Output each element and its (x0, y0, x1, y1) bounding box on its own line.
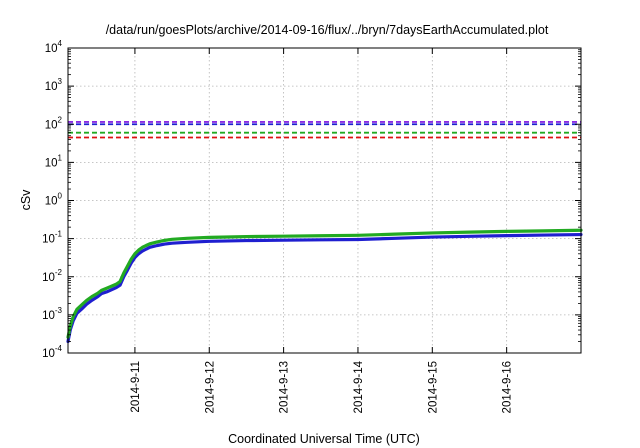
y-tick-label: 10-4 (42, 344, 62, 360)
grid (68, 48, 581, 353)
series-lines (66, 228, 583, 344)
y-tick-label: 101 (45, 153, 63, 169)
x-tick-label: 2014-9-12 (204, 361, 216, 413)
y-axis-label: cSv (19, 189, 33, 211)
x-tick-label: 2014-9-16 (502, 361, 514, 413)
x-tick-label: 2014-9-15 (427, 361, 439, 413)
y-tick-label: 10-1 (42, 230, 62, 246)
series-line-2 (66, 228, 583, 339)
y-axis: 10-4 10-3 10-2 10-1 100 101 102 103 104 (42, 39, 581, 360)
y-tick-label: 10-2 (42, 268, 62, 284)
chart-title: /data/run/goesPlots/archive/2014-09-16/f… (106, 23, 549, 37)
x-axis-label: Coordinated Universal Time (UTC) (228, 432, 420, 446)
x-tick-label: 2014-9-11 (130, 361, 142, 413)
y-tick-label: 100 (45, 192, 63, 208)
x-axis: 2014-9-11 2014-9-12 2014-9-13 2014-9-14 2014… (130, 48, 514, 413)
x-tick-label: 2014-9-13 (279, 361, 291, 413)
reference-lines (68, 121, 581, 139)
x-tick-label: 2014-9-14 (353, 360, 365, 413)
y-tick-label: 10-3 (42, 306, 62, 322)
y-tick-label: 104 (45, 39, 63, 55)
series-line-1 (66, 232, 583, 344)
y-tick-label: 103 (45, 77, 63, 93)
y-tick-label: 102 (45, 115, 63, 131)
